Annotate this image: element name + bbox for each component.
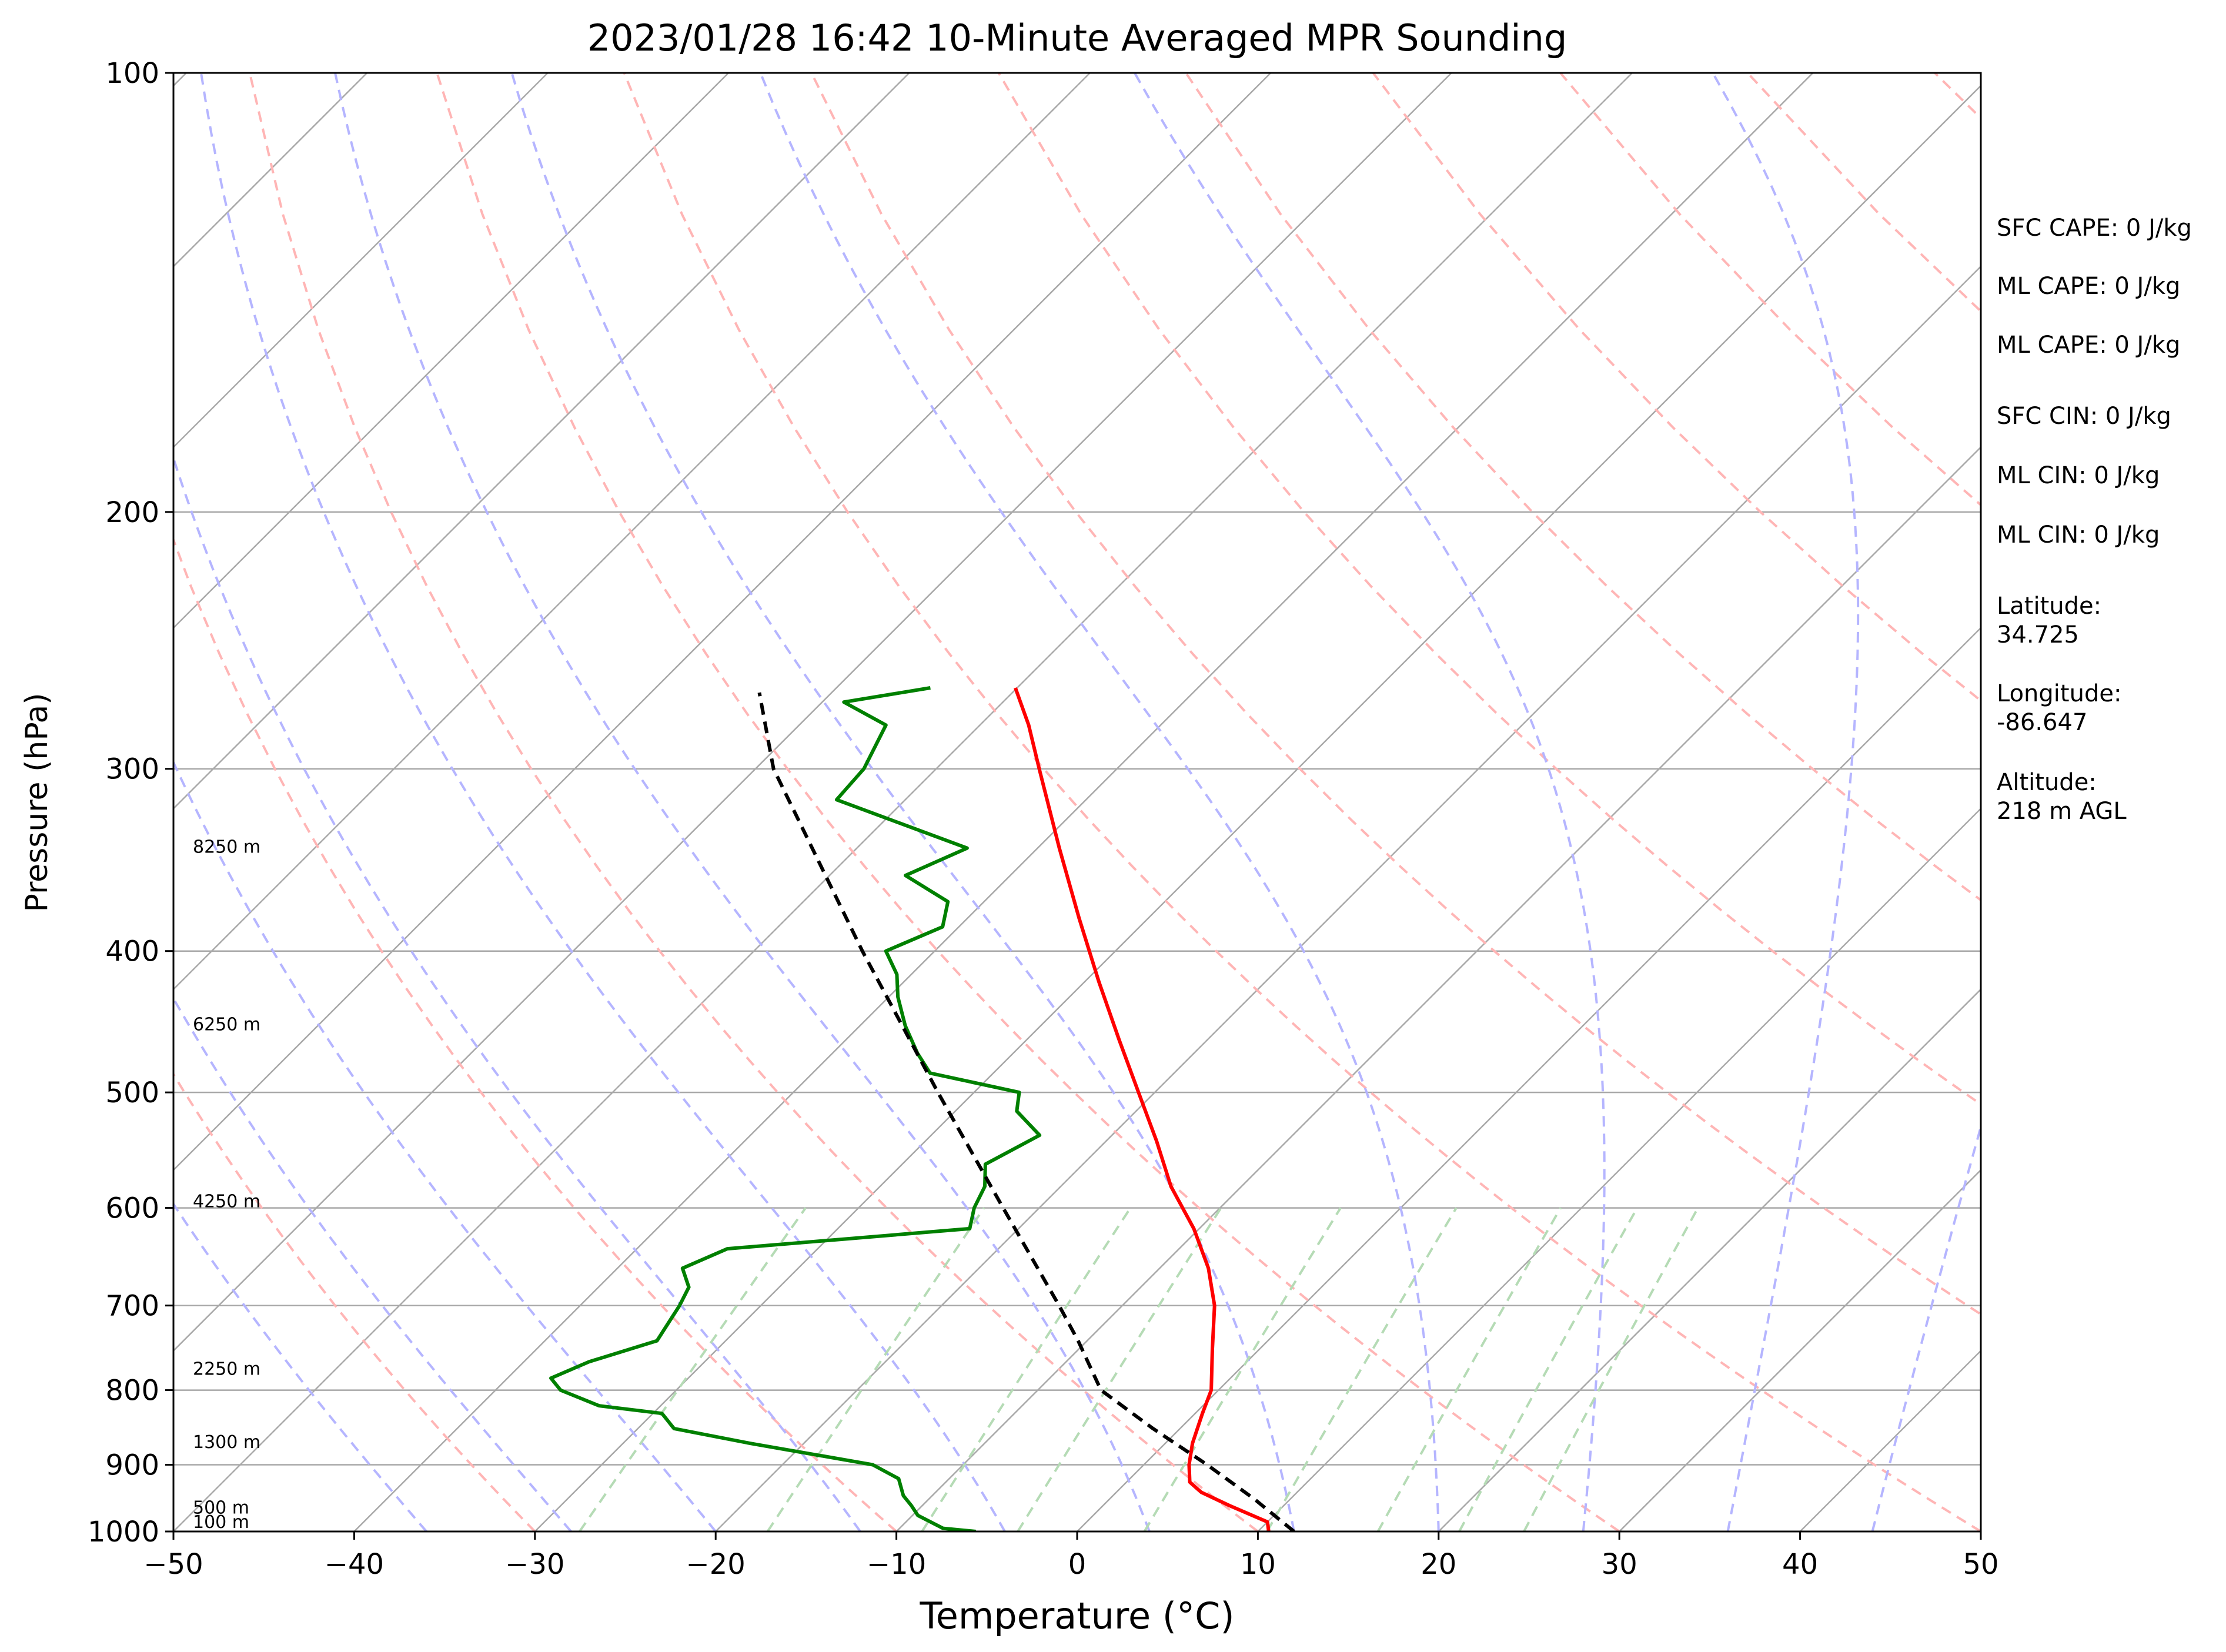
height-label: 500 m	[193, 1498, 249, 1519]
annotations: SFC CAPE: 0 J/kg ML CAPE: 0 J/kg ML CAPE: …	[1997, 215, 2192, 825]
y-tick-label: 600	[105, 1192, 159, 1225]
mixing-ratio-line	[921, 1207, 1132, 1531]
annotation-text: Longitude: -86.647	[1997, 680, 2121, 736]
moist-adiabat-line	[510, 73, 1295, 1531]
mixing-ratio-line	[1376, 1207, 1562, 1531]
isotherm-line	[173, 73, 549, 449]
height-label: 6250 m	[193, 1015, 260, 1035]
dry-adiabat-line	[1372, 73, 1981, 703]
annotation-text: ML CAPE: 0 J/kg	[1997, 273, 2180, 300]
x-tick-label: −50	[143, 1548, 203, 1581]
annotation-text: Latitude: 34.725	[1997, 593, 2101, 648]
y-tick-label: 800	[105, 1375, 159, 1407]
height-label: 4250 m	[193, 1192, 260, 1212]
y-tick-label: 500	[105, 1076, 159, 1109]
annotation-text: ML CIN: 0 J/kg	[1997, 521, 2160, 549]
isotherm-line	[173, 73, 910, 810]
mixing-ratio-line	[579, 1207, 807, 1531]
series-line-2	[549, 686, 1042, 1531]
mixing-ratio-line	[1143, 1207, 1342, 1531]
background-lines	[173, 73, 1981, 1531]
mixing-ratio-line	[1458, 1207, 1639, 1531]
mixing-ratio-line	[1266, 1207, 1458, 1531]
dry-adiabat-line	[623, 73, 1981, 1531]
y-tick-label: 700	[105, 1290, 159, 1323]
isotherm-line	[173, 73, 1633, 1531]
moist-adiabat-line	[334, 73, 1151, 1531]
chart-title: 2023/01/28 16:42 10-Minute Averaged MPR …	[587, 16, 1567, 59]
moist-adiabat-line	[173, 454, 861, 1531]
annotation-text: ML CIN: 0 J/kg	[1997, 462, 2160, 489]
isotherm-line	[173, 73, 1452, 1352]
x-tick-label: 40	[1782, 1548, 1818, 1581]
x-axis-label: Temperature (°C)	[919, 1594, 1234, 1637]
dry-adiabat-line	[248, 73, 1259, 1531]
isotherm-line	[715, 265, 1981, 1531]
y-tick-label: 100	[105, 57, 159, 90]
isotherm-line	[534, 85, 1981, 1531]
isotherm-line	[1257, 807, 1981, 1531]
annotation-text: SFC CAPE: 0 J/kg	[1997, 215, 2192, 242]
x-tick-label: 20	[1421, 1548, 1456, 1581]
x-tick-label: −20	[686, 1548, 746, 1581]
x-tick-label: 10	[1240, 1548, 1276, 1581]
series-line-3	[757, 692, 1295, 1531]
y-tick-label: 1000	[88, 1516, 159, 1549]
annotation-text: Altitude: 218 m AGL	[1997, 769, 2127, 825]
x-tick-label: 30	[1602, 1548, 1637, 1581]
isotherm-line	[895, 446, 1981, 1531]
isotherm-line	[1438, 988, 1981, 1531]
mixing-ratio-line	[1017, 1207, 1222, 1531]
y-tick-label: 400	[105, 935, 159, 968]
mixing-ratio-line	[1523, 1207, 1699, 1531]
series-layer	[549, 686, 1295, 1531]
annotation-text: SFC CIN: 0 J/kg	[1997, 403, 2171, 430]
isotherm-line	[173, 73, 1272, 1171]
height-label: 8250 m	[193, 837, 260, 858]
x-tick-label: −30	[505, 1548, 564, 1581]
height-label: 100 m	[193, 1512, 249, 1533]
x-tick-label: 0	[1068, 1548, 1087, 1581]
dry-adiabat-line	[173, 536, 897, 1531]
y-tick-label: 900	[105, 1449, 159, 1482]
moist-adiabat-line	[759, 73, 1440, 1531]
dry-adiabat-line	[810, 73, 1981, 1316]
isotherm-line	[173, 73, 729, 629]
dry-adiabat-line	[436, 73, 1620, 1531]
x-tick-label: −40	[325, 1548, 384, 1581]
dry-adiabat-line	[1185, 73, 1981, 902]
y-axis-label: Pressure (hPa)	[19, 693, 55, 912]
x-tick-label: −10	[867, 1548, 926, 1581]
moist-adiabat-line	[173, 996, 572, 1531]
series-line-1	[1014, 687, 1271, 1531]
mixing-ratio-line	[766, 1207, 985, 1531]
height-label: 1300 m	[193, 1432, 260, 1453]
x-tick-label: 50	[1963, 1548, 1998, 1581]
moist-adiabat-line	[1871, 1122, 1981, 1531]
y-tick-label: 200	[105, 496, 159, 529]
isotherm-line	[1077, 627, 1981, 1531]
y-tick-label: 300	[105, 753, 159, 786]
moist-adiabat-line	[1134, 73, 1606, 1531]
height-label: 2250 m	[193, 1359, 260, 1379]
annotation-text: ML CAPE: 0 J/kg	[1997, 332, 2180, 359]
isotherm-line	[173, 73, 1091, 991]
moist-adiabat-line	[1712, 73, 1860, 1531]
isotherm-line	[1619, 1169, 1981, 1531]
isotherm-line	[353, 73, 1814, 1531]
